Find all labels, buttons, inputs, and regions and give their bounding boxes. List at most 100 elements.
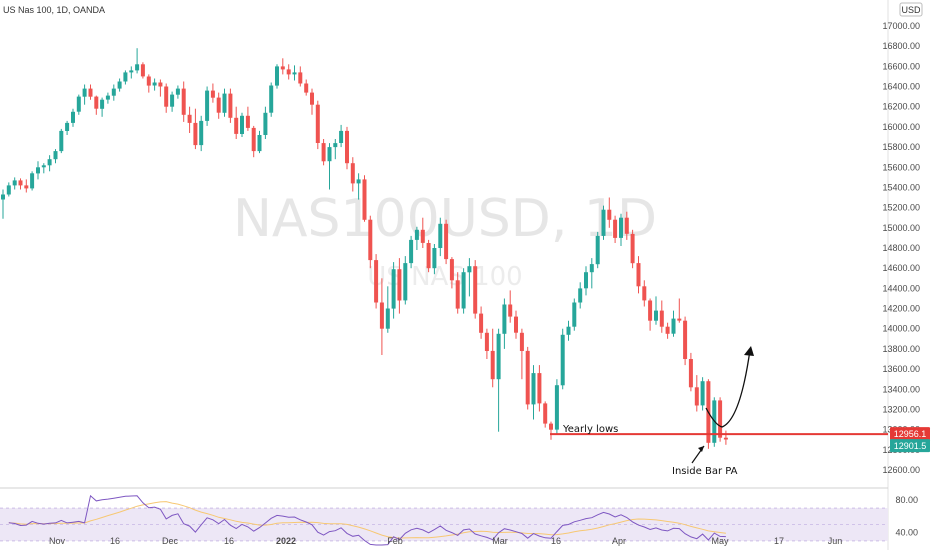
inside-bar-label[interactable]: Inside Bar PA bbox=[672, 466, 738, 477]
candle bbox=[665, 322, 670, 339]
candle bbox=[12, 177, 17, 190]
candle bbox=[6, 182, 11, 197]
candle bbox=[554, 379, 559, 435]
candle bbox=[490, 328, 495, 388]
time-tick-label: 17 bbox=[774, 536, 784, 546]
candle bbox=[409, 235, 414, 269]
yearly-lows-label[interactable]: Yearly lows bbox=[562, 424, 618, 435]
candle bbox=[496, 328, 501, 432]
price-tick-label: 13400.00 bbox=[882, 384, 920, 394]
candle bbox=[321, 139, 326, 166]
price-tick-label: 16000.00 bbox=[882, 122, 920, 132]
candle bbox=[619, 213, 623, 246]
candle bbox=[543, 401, 548, 428]
candle bbox=[298, 66, 303, 87]
price-tick-label: 15400.00 bbox=[882, 183, 920, 193]
candle bbox=[175, 85, 180, 99]
candle bbox=[461, 268, 466, 314]
candle bbox=[345, 126, 349, 170]
price-axis[interactable]: 12600.0012800.0013000.0013200.0013400.00… bbox=[882, 21, 920, 475]
candle bbox=[519, 328, 524, 380]
candle bbox=[624, 211, 629, 240]
candle bbox=[350, 157, 355, 192]
rsi-line bbox=[8, 494, 726, 546]
candle bbox=[193, 108, 198, 150]
candle bbox=[683, 316, 688, 366]
candle bbox=[146, 74, 151, 93]
candle bbox=[222, 88, 227, 117]
price-tick-label: 14600.00 bbox=[882, 263, 920, 273]
time-tick-label: Dec bbox=[162, 536, 179, 546]
currency-box[interactable]: USD bbox=[899, 2, 923, 17]
candle bbox=[397, 258, 402, 314]
candle bbox=[560, 328, 565, 390]
time-tick-label: 16 bbox=[110, 536, 120, 546]
candle bbox=[1, 189, 5, 219]
candle bbox=[607, 197, 612, 228]
candle bbox=[216, 92, 221, 119]
price-tick-label: 12600.00 bbox=[882, 465, 920, 475]
candle bbox=[642, 280, 647, 307]
level-price-text: 12956.1 bbox=[894, 429, 927, 439]
candle bbox=[286, 64, 291, 80]
candle bbox=[385, 286, 390, 333]
candle bbox=[426, 239, 431, 273]
candle bbox=[199, 115, 204, 152]
time-tick-label: 16 bbox=[551, 536, 561, 546]
chart-annotations: Yearly lows Inside Bar PA bbox=[562, 346, 754, 477]
candle bbox=[240, 112, 244, 137]
last-price-badge: 12901.5 bbox=[890, 439, 930, 453]
candle bbox=[595, 231, 600, 269]
candle bbox=[362, 175, 367, 222]
candle bbox=[572, 298, 577, 331]
chart-header-symbol: US Nas 100, 1D, OANDA bbox=[3, 5, 105, 15]
candle bbox=[100, 97, 105, 117]
candle bbox=[205, 86, 210, 126]
last-price-text: 12901.5 bbox=[894, 441, 927, 451]
price-tick-label: 13200.00 bbox=[882, 405, 920, 415]
candle bbox=[275, 64, 279, 89]
price-tick-label: 14400.00 bbox=[882, 283, 920, 293]
candle bbox=[228, 88, 233, 123]
candle bbox=[694, 375, 699, 412]
candle bbox=[123, 70, 128, 85]
time-tick-label: Nov bbox=[49, 536, 66, 546]
candle bbox=[578, 282, 583, 309]
candlestick-series bbox=[1, 48, 728, 449]
price-tick-label: 13800.00 bbox=[882, 344, 920, 354]
candle bbox=[549, 421, 553, 440]
price-tick-label: 15600.00 bbox=[882, 162, 920, 172]
candle bbox=[677, 298, 682, 323]
currency-label: USD bbox=[901, 5, 921, 15]
candle bbox=[82, 84, 87, 105]
candle bbox=[566, 320, 571, 341]
candle bbox=[111, 84, 116, 101]
candle bbox=[315, 100, 320, 150]
candle bbox=[304, 79, 309, 96]
rsi-tick-label: 40.00 bbox=[895, 528, 918, 538]
candle bbox=[414, 226, 419, 250]
candle bbox=[47, 155, 52, 172]
candle bbox=[187, 106, 192, 133]
candle bbox=[310, 88, 314, 115]
candle bbox=[636, 256, 641, 294]
candle bbox=[71, 108, 75, 127]
price-tick-label: 15000.00 bbox=[882, 223, 920, 233]
candle bbox=[659, 300, 664, 333]
candle bbox=[379, 278, 384, 355]
time-tick-label: May bbox=[711, 536, 729, 546]
candle bbox=[170, 91, 175, 112]
candle bbox=[368, 215, 373, 269]
candle bbox=[269, 82, 274, 117]
candle bbox=[24, 179, 29, 193]
candle bbox=[76, 94, 81, 115]
candle bbox=[105, 92, 110, 104]
price-tick-label: 16400.00 bbox=[882, 82, 920, 92]
time-axis[interactable]: Nov 16 Dec 16 2022 Feb Mar 16 Apr May 17 Jun bbox=[49, 536, 842, 546]
price-tick-label: 15800.00 bbox=[882, 142, 920, 152]
candle bbox=[449, 257, 454, 289]
candle bbox=[630, 229, 635, 269]
candle bbox=[613, 215, 618, 243]
candle bbox=[531, 365, 536, 420]
